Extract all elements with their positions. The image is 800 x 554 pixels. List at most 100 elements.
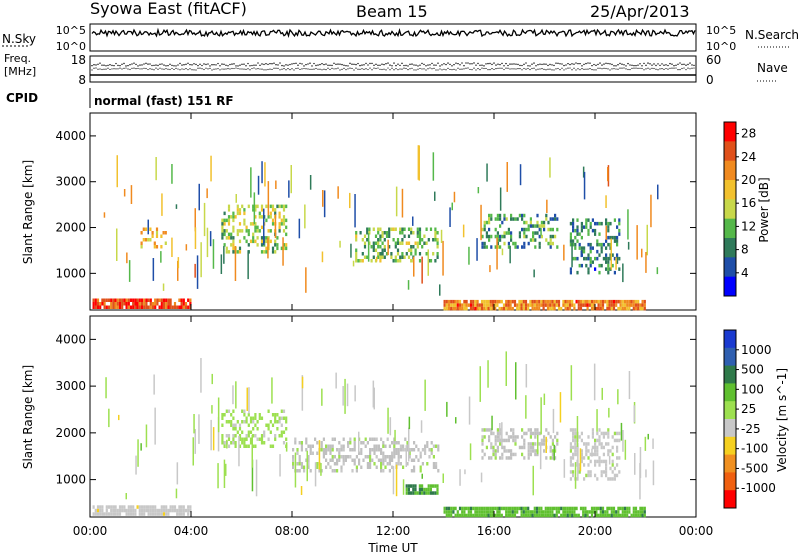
rti-cell — [458, 303, 462, 307]
nave-point — [353, 69, 355, 71]
rti-cell — [583, 246, 586, 250]
freq-point — [349, 62, 351, 65]
rti-cell — [169, 302, 172, 306]
rti-streak — [126, 252, 128, 264]
freq-point — [227, 65, 229, 67]
rti-cell — [488, 428, 491, 432]
rti-cell — [568, 506, 572, 511]
freq-point — [157, 64, 159, 67]
freq-point — [315, 64, 317, 67]
rti-cell — [388, 458, 391, 462]
freq-point — [361, 64, 363, 66]
rti-cell — [390, 255, 393, 259]
rti-cell — [403, 255, 406, 259]
rti-cell — [271, 250, 275, 254]
rti-streak — [116, 155, 118, 188]
nave-point — [387, 67, 389, 69]
nave-point — [99, 68, 101, 70]
rti-cell — [628, 506, 631, 511]
freq-point — [113, 64, 115, 67]
freq-point — [329, 64, 331, 67]
freq-point — [501, 62, 503, 65]
freq-point — [231, 63, 233, 65]
rti-cell — [260, 215, 264, 219]
rti-cell — [252, 236, 255, 240]
rti-cell — [618, 256, 621, 261]
freq-point — [489, 62, 491, 65]
rti-cell — [377, 458, 380, 462]
power-ylabel: Slant Range [km] — [21, 160, 35, 264]
rti-cell — [590, 506, 594, 511]
rti-cell — [617, 506, 620, 511]
rti-cell — [300, 462, 303, 466]
rti-cell — [274, 434, 277, 438]
rti-cell — [241, 437, 244, 441]
rti-cell — [417, 448, 420, 452]
rti-streak — [615, 257, 617, 270]
freq-point — [473, 62, 475, 64]
rti-cell — [474, 306, 477, 311]
rti-cell — [145, 298, 148, 302]
rti-cell — [487, 303, 490, 307]
rti-cell — [377, 238, 380, 242]
rti-cell — [285, 232, 288, 237]
rti-cell — [140, 245, 143, 249]
colorbar-segment — [724, 419, 736, 438]
rti-cell — [496, 234, 499, 239]
nave-label: Nave — [757, 61, 788, 75]
rti-cell — [641, 510, 644, 514]
rti-cell — [338, 441, 341, 445]
rti-cell — [127, 508, 130, 513]
freq-point — [145, 62, 147, 65]
freq-point — [247, 62, 249, 65]
rti-cell — [527, 224, 530, 228]
rti-cell — [388, 234, 391, 238]
rti-cell — [496, 506, 499, 511]
rti-cell — [155, 234, 159, 238]
rti-cell — [572, 435, 575, 439]
rti-cell — [112, 302, 115, 306]
rti-cell — [523, 227, 526, 232]
rti-cell — [156, 512, 159, 516]
rti-cell — [538, 506, 541, 511]
rti-cell — [602, 256, 605, 261]
rti-cell — [487, 299, 490, 304]
nave-point — [451, 69, 453, 71]
rti-streak — [176, 462, 179, 485]
rti-cell — [165, 302, 168, 306]
rti-cell — [227, 420, 231, 424]
rti-cell — [225, 409, 228, 413]
freq-point — [621, 63, 623, 65]
freq-point — [363, 64, 365, 66]
rti-cell — [469, 299, 473, 304]
rti-cell — [538, 299, 541, 304]
colorbar-tick-label: 20 — [741, 173, 756, 187]
rti-cell — [329, 444, 332, 448]
rti-cell — [551, 452, 554, 457]
rti-cell — [405, 491, 408, 495]
rti-cell — [414, 484, 417, 488]
rti-cell — [227, 434, 231, 438]
rti-cell — [263, 441, 266, 445]
rti-cell — [496, 431, 499, 436]
rti-cell — [591, 246, 594, 250]
rti-cell — [507, 449, 510, 453]
rti-cell — [589, 263, 592, 268]
rti-cell — [496, 245, 499, 249]
rti-cell — [557, 506, 561, 511]
nave-point — [685, 69, 687, 71]
freq-point — [189, 63, 191, 66]
rti-cell — [621, 513, 624, 518]
rti-streak — [322, 190, 324, 207]
rti-cell — [149, 512, 152, 516]
rti-cell — [443, 506, 446, 511]
rti-cell — [469, 303, 473, 307]
rti-cell — [543, 435, 546, 439]
rti-cell — [483, 303, 486, 307]
rti-cell — [557, 510, 561, 514]
freq-point — [201, 64, 203, 67]
nave-point — [217, 68, 219, 70]
rti-cell — [555, 510, 558, 514]
rti-cell — [496, 438, 499, 443]
rti-cell — [465, 513, 468, 518]
